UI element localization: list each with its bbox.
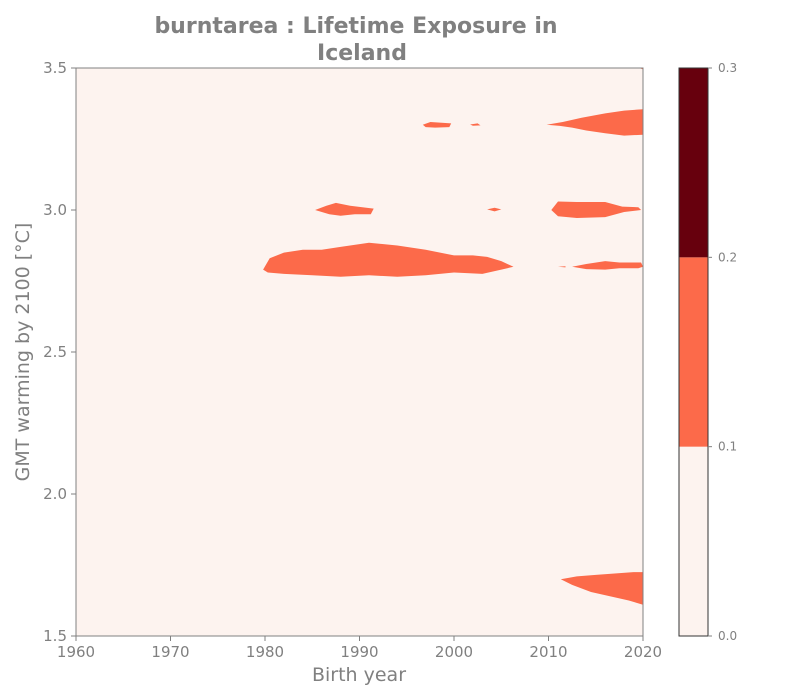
y-tick-label: 1.5: [43, 627, 67, 645]
x-axis-label: Birth year: [312, 664, 406, 686]
exposure-region-7: [470, 123, 481, 126]
chart-title-line-2: Iceland: [317, 41, 407, 66]
y-tick-label: 2.5: [43, 343, 67, 361]
colorbar-band-1: [679, 257, 708, 447]
x-tick-label: 2020: [624, 643, 662, 661]
exposure-region-1: [315, 202, 374, 216]
y-tick-label: 3.0: [43, 201, 67, 219]
x-tick-label: 1960: [57, 643, 95, 661]
colorbar-frame: [678, 67, 709, 637]
exposure-region-5: [572, 261, 643, 270]
colorbar-tick-label: 0.3: [718, 61, 737, 75]
colorbar-tick-label: 0.1: [718, 440, 737, 454]
exposure-region-0: [263, 242, 514, 277]
y-tick-label: 3.5: [43, 59, 67, 77]
chart-title-line-1: burntarea : Lifetime Exposure in: [154, 14, 557, 39]
x-tick-label: 2000: [435, 643, 473, 661]
plot-area-background: [76, 68, 643, 636]
colorbar-tick-label: 0.0: [718, 629, 737, 643]
x-tick-label: 2010: [529, 643, 567, 661]
exposure-region-3: [551, 201, 642, 218]
y-axis-label: GMT warming by 2100 [°C]: [12, 223, 34, 482]
colorbar: 0.0 0.1 0.2 0.3: [678, 61, 737, 643]
exposure-region-4: [558, 266, 566, 268]
y-axis: 1.5 2.0 2.5 3.0 3.5: [43, 59, 76, 645]
y-tick-label: 2.0: [43, 485, 67, 503]
colorbar-band-0: [679, 446, 708, 636]
x-tick-label: 1970: [151, 643, 189, 661]
exposure-region-8: [546, 109, 643, 136]
x-tick-label: 1990: [340, 643, 378, 661]
x-axis: 1960 1970 1980 1990 2000 2010 2020: [57, 636, 662, 661]
colorbar-band-2: [679, 68, 708, 258]
exposure-region-10: [560, 572, 643, 605]
exposure-region-2: [487, 207, 502, 212]
colorbar-tick-label: 0.2: [718, 250, 737, 264]
contour-regions: [263, 68, 643, 605]
exposure-region-6: [422, 122, 452, 128]
x-tick-label: 1980: [246, 643, 284, 661]
